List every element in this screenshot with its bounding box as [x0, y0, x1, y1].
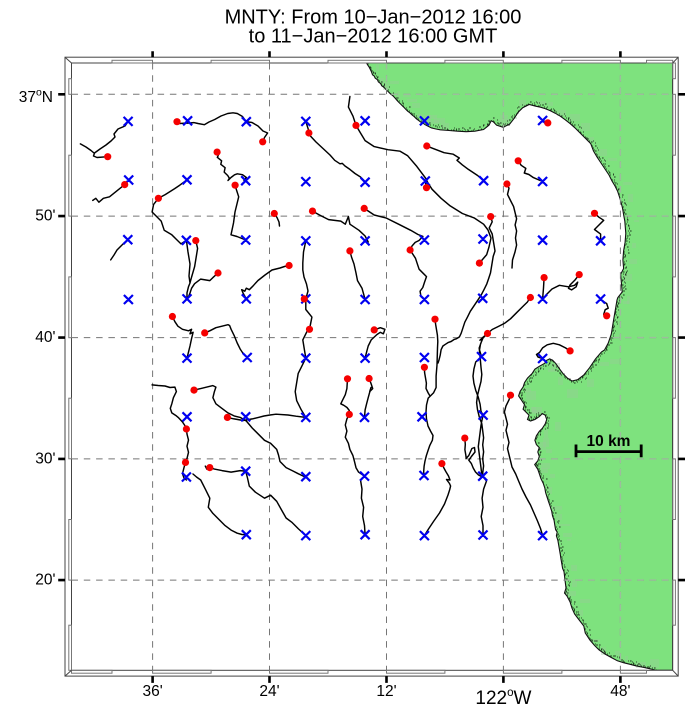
svg-text:MNTY: From 10−Jan−2012 16:00: MNTY: From 10−Jan−2012 16:00	[225, 6, 522, 28]
svg-text:20': 20'	[35, 572, 55, 589]
svg-text:37oN: 37oN	[19, 87, 53, 107]
svg-text:40': 40'	[35, 329, 55, 346]
svg-text:to 11−Jan−2012 16:00 GMT: to 11−Jan−2012 16:00 GMT	[249, 26, 498, 48]
svg-text:30': 30'	[35, 450, 55, 467]
svg-text:50': 50'	[35, 208, 55, 225]
svg-text:36': 36'	[142, 683, 162, 700]
svg-text:122oW: 122oW	[475, 687, 531, 709]
svg-text:10 km: 10 km	[587, 433, 631, 450]
svg-text:12': 12'	[376, 683, 396, 700]
svg-text:24': 24'	[259, 683, 279, 700]
svg-text:48': 48'	[610, 683, 630, 700]
